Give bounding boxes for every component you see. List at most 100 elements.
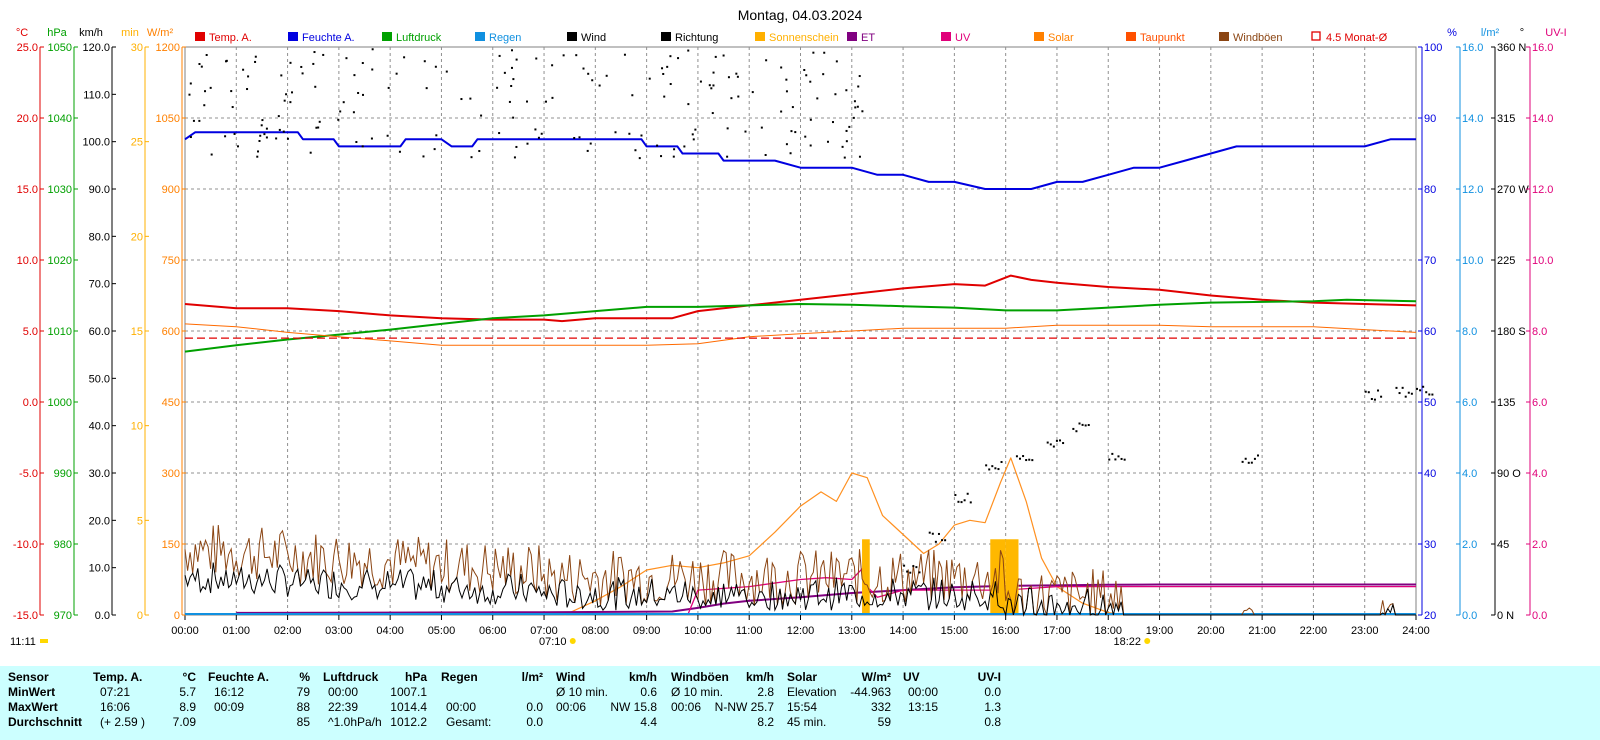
direction-dot bbox=[663, 95, 666, 98]
direction-dot bbox=[540, 132, 543, 135]
direction-dot bbox=[189, 136, 192, 139]
left-axis-tick-label: 10.0 bbox=[17, 255, 38, 267]
direction-dot bbox=[314, 85, 317, 88]
direction-dot bbox=[988, 468, 991, 471]
stats-cell-time: 22:39 bbox=[328, 700, 359, 714]
direction-dot bbox=[1370, 397, 1373, 400]
direction-dot bbox=[791, 106, 794, 109]
direction-dot bbox=[1052, 445, 1055, 448]
left-axis-tick-label: 1200 bbox=[156, 42, 180, 54]
direction-dot bbox=[1114, 458, 1117, 461]
left-axis-tick-label: 25 bbox=[131, 137, 143, 149]
sunset-label: 18:22 bbox=[1113, 636, 1141, 648]
direction-dot bbox=[803, 69, 806, 72]
x-tick-label: 03:00 bbox=[325, 625, 353, 637]
direction-dot bbox=[960, 501, 963, 504]
direction-dot bbox=[692, 138, 695, 141]
x-tick-label: 06:00 bbox=[479, 625, 507, 637]
direction-dot bbox=[997, 468, 1000, 471]
direction-dot bbox=[1072, 427, 1075, 430]
direction-dot bbox=[460, 98, 463, 101]
direction-dot bbox=[683, 145, 686, 148]
direction-dot bbox=[694, 128, 697, 131]
legend-swatch bbox=[755, 32, 765, 41]
direction-dot bbox=[425, 87, 428, 90]
right-axis-tick-label: 0 N bbox=[1497, 610, 1514, 622]
left-axis-tick-label: 90.0 bbox=[89, 184, 110, 196]
right-axis-unit: % bbox=[1447, 27, 1457, 39]
direction-dot bbox=[730, 97, 733, 100]
x-tick-label: 00:00 bbox=[171, 625, 199, 637]
direction-dot bbox=[710, 87, 713, 90]
direction-dot bbox=[736, 75, 739, 78]
direction-dot bbox=[628, 132, 631, 135]
direction-dot bbox=[1395, 386, 1398, 389]
legend-swatch bbox=[475, 32, 485, 41]
stats-cell-value: 1.3 bbox=[984, 700, 1001, 714]
direction-dot bbox=[259, 134, 262, 137]
left-axis-tick-label: -5.0 bbox=[19, 468, 38, 480]
direction-dot bbox=[605, 74, 608, 77]
direction-dot bbox=[966, 492, 969, 495]
direction-dot bbox=[1078, 422, 1081, 425]
direction-dot bbox=[714, 55, 717, 58]
left-axis-tick-label: 15 bbox=[131, 326, 143, 338]
direction-dot bbox=[816, 97, 819, 100]
direction-dot bbox=[496, 86, 499, 89]
direction-dot bbox=[322, 53, 325, 56]
right-axis-tick-label: 0.0 bbox=[1532, 610, 1547, 622]
direction-dot bbox=[198, 119, 201, 122]
direction-dot bbox=[261, 119, 264, 122]
direction-dot bbox=[277, 115, 280, 118]
direction-dot bbox=[1117, 455, 1120, 458]
direction-dot bbox=[809, 118, 812, 121]
direction-dot bbox=[963, 499, 966, 502]
legend-label: Solar bbox=[1048, 32, 1074, 44]
direction-dot bbox=[551, 64, 554, 67]
right-axis-tick-label: 2.0 bbox=[1532, 539, 1547, 551]
legend-swatch bbox=[382, 32, 392, 41]
x-tick-label: 02:00 bbox=[274, 625, 302, 637]
direction-dot bbox=[1087, 424, 1090, 427]
series-line bbox=[184, 298, 1417, 353]
direction-dot bbox=[672, 155, 675, 158]
wind-line bbox=[184, 562, 1416, 617]
direction-dot bbox=[1364, 390, 1367, 393]
left-axis-tick-label: 0 bbox=[174, 610, 180, 622]
direction-dot bbox=[1407, 391, 1410, 394]
direction-dot bbox=[912, 565, 915, 568]
direction-dot bbox=[339, 110, 342, 113]
legend-swatch bbox=[1219, 32, 1229, 41]
direction-dot bbox=[857, 85, 860, 88]
right-axis-tick-label: 6.0 bbox=[1462, 397, 1477, 409]
right-axis-tick-label: 10.0 bbox=[1532, 255, 1553, 267]
left-axis-tick-label: 750 bbox=[162, 255, 180, 267]
legend-swatch bbox=[567, 32, 577, 41]
x-tick-label: 16:00 bbox=[992, 625, 1020, 637]
x-tick-label: 11:00 bbox=[736, 625, 763, 637]
left-axis-tick-label: 40.0 bbox=[89, 421, 110, 433]
direction-dot bbox=[666, 65, 669, 68]
direction-dot bbox=[551, 96, 554, 99]
right-axis-tick-label: 40 bbox=[1424, 468, 1436, 480]
stats-cell-value: 0.6 bbox=[640, 685, 657, 699]
series-line bbox=[236, 583, 1416, 614]
direction-dot bbox=[789, 152, 792, 155]
direction-dot bbox=[780, 66, 783, 69]
stats-cell-value: -44.963 bbox=[850, 685, 891, 699]
left-axis-tick-label: 300 bbox=[162, 468, 180, 480]
stats-cell-value: NW 15.8 bbox=[610, 700, 657, 714]
direction-dot bbox=[200, 65, 203, 68]
direction-dot bbox=[544, 100, 547, 103]
direction-dot bbox=[909, 571, 912, 574]
direction-dot bbox=[203, 104, 206, 107]
direction-dot bbox=[317, 126, 320, 129]
direction-dot bbox=[648, 77, 651, 80]
direction-dot bbox=[192, 119, 195, 122]
direction-dot bbox=[337, 118, 340, 121]
stats-cell-value: 7.09 bbox=[172, 715, 196, 729]
direction-dot bbox=[1046, 441, 1049, 444]
direction-dot bbox=[275, 137, 278, 140]
direction-dot bbox=[422, 155, 425, 158]
stats-group-unit: km/h bbox=[628, 670, 657, 684]
